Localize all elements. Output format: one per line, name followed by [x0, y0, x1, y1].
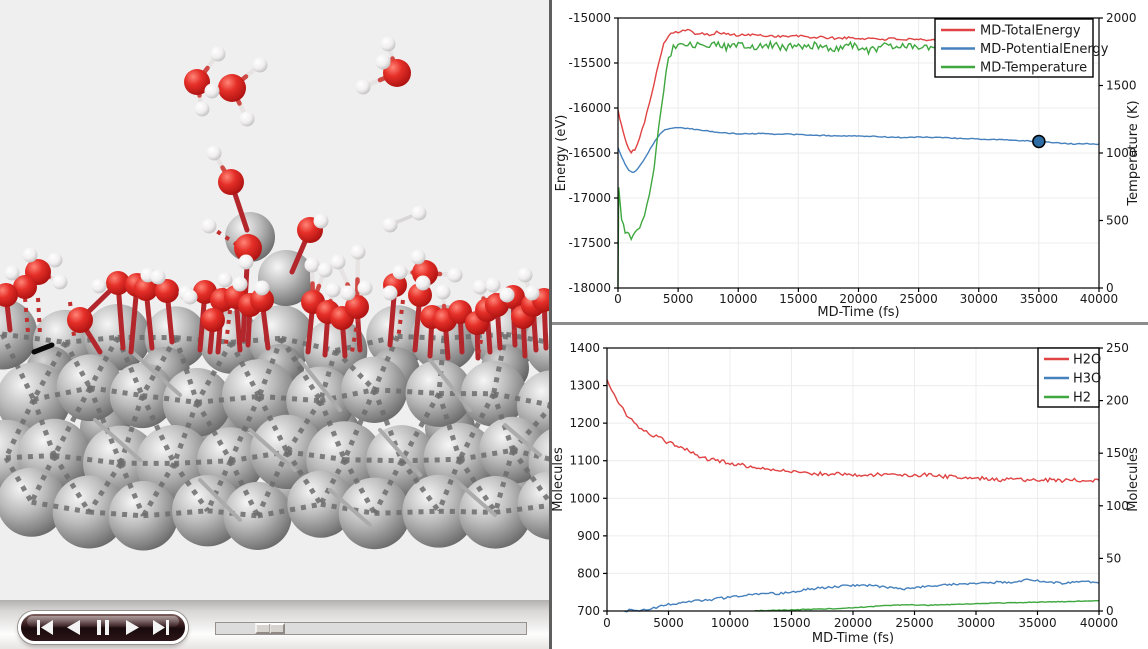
- series-MD-Temperature: [617, 39, 941, 287]
- svg-text:40000: 40000: [1080, 292, 1118, 306]
- svg-text:1000: 1000: [569, 491, 600, 505]
- svg-text:1300: 1300: [569, 379, 600, 393]
- svg-text:2000: 2000: [1106, 11, 1137, 25]
- playback-bar: [0, 600, 551, 649]
- svg-text:1400: 1400: [569, 341, 600, 355]
- svg-text:-17500: -17500: [568, 236, 611, 250]
- svg-text:150: 150: [1106, 446, 1129, 460]
- svg-text:-15000: -15000: [568, 11, 611, 25]
- svg-text:15000: 15000: [772, 616, 810, 630]
- x-axis-label: MD-Time (fs): [817, 305, 899, 320]
- frame-slider[interactable]: [215, 622, 527, 635]
- x-axis-label: MD-Time (fs): [812, 631, 894, 646]
- molecule-viewer-panel: [0, 0, 551, 649]
- energy-temperature-chart[interactable]: 0 5000 10000 15000 20000 25000 30000 35000 40000…: [552, 0, 1148, 322]
- svg-text:0: 0: [603, 616, 611, 630]
- series-MD-PotentialEnergy: [617, 126, 1100, 174]
- svg-text:1500: 1500: [1106, 79, 1137, 93]
- svg-text:-15500: -15500: [568, 56, 611, 70]
- svg-text:25000: 25000: [895, 616, 933, 630]
- y-axis-label-left: Molecules: [552, 447, 566, 512]
- svg-text:35000: 35000: [1018, 616, 1056, 630]
- svg-text:15000: 15000: [779, 292, 817, 306]
- svg-text:10000: 10000: [719, 292, 757, 306]
- svg-text:500: 500: [1106, 214, 1129, 228]
- svg-text:25000: 25000: [900, 292, 938, 306]
- legend-label: H2O: [1073, 353, 1101, 368]
- svg-text:-18000: -18000: [568, 281, 611, 295]
- playback-controls: [18, 611, 188, 644]
- play-button[interactable]: [122, 620, 142, 636]
- svg-text:100: 100: [1106, 499, 1129, 513]
- svg-text:20000: 20000: [839, 292, 877, 306]
- svg-text:5000: 5000: [653, 616, 684, 630]
- svg-text:-16500: -16500: [568, 146, 611, 160]
- molecule-viewer[interactable]: [0, 0, 551, 600]
- skip-start-icon: [37, 620, 53, 635]
- svg-text:5000: 5000: [663, 292, 694, 306]
- panel-divider: [549, 0, 552, 649]
- svg-text:800: 800: [577, 566, 600, 580]
- svg-text:0: 0: [1106, 281, 1114, 295]
- charts-panel: 0 5000 10000 15000 20000 25000 30000 35000 40000…: [552, 0, 1148, 649]
- step-back-button[interactable]: [64, 620, 84, 636]
- skip-to-start-button[interactable]: [35, 620, 55, 636]
- series-H3O: [623, 578, 1100, 613]
- skip-to-end-button[interactable]: [151, 620, 171, 636]
- svg-text:900: 900: [577, 529, 600, 543]
- legend-label: H2: [1073, 391, 1091, 406]
- svg-text:1200: 1200: [569, 416, 600, 430]
- svg-text:20000: 20000: [834, 616, 872, 630]
- pause-button[interactable]: [93, 620, 113, 636]
- triangle-right-icon: [126, 620, 139, 635]
- chart-separator: [552, 322, 1148, 325]
- svg-text:1000: 1000: [1106, 146, 1137, 160]
- svg-text:30000: 30000: [960, 292, 998, 306]
- svg-text:10000: 10000: [711, 616, 749, 630]
- svg-text:-17000: -17000: [568, 191, 611, 205]
- skip-end-icon: [153, 620, 169, 635]
- svg-text:30000: 30000: [957, 616, 995, 630]
- svg-text:35000: 35000: [1020, 292, 1058, 306]
- svg-text:-16000: -16000: [568, 101, 611, 115]
- svg-text:250: 250: [1106, 341, 1129, 355]
- svg-text:0: 0: [1106, 604, 1114, 618]
- svg-text:0: 0: [614, 292, 622, 306]
- series-H2: [754, 600, 1099, 612]
- series-H2O: [606, 379, 1100, 484]
- y-axis-label-right: Temperature (K): [1126, 100, 1141, 206]
- selected-point-marker[interactable]: [1032, 134, 1046, 149]
- svg-text:40000: 40000: [1080, 616, 1118, 630]
- svg-text:200: 200: [1106, 394, 1129, 408]
- series-MD-TotalEnergy: [617, 28, 941, 155]
- svg-text:700: 700: [577, 604, 600, 618]
- pause-icon: [97, 620, 109, 635]
- y-axis-label-left: Energy (eV): [554, 115, 569, 192]
- svg-text:1100: 1100: [569, 454, 600, 468]
- triangle-left-icon: [67, 620, 80, 635]
- y-axis-label-right: Molecules: [1126, 447, 1141, 512]
- legend-label: MD-PotentialEnergy: [980, 42, 1109, 57]
- frame-slider-handle[interactable]: [255, 623, 285, 634]
- molecule-count-chart[interactable]: 0 5000 10000 15000 20000 25000 30000 35000 40000…: [552, 325, 1148, 649]
- legend-label: MD-Temperature: [980, 61, 1087, 76]
- svg-text:50: 50: [1106, 551, 1121, 565]
- legend-label: H3O: [1073, 372, 1101, 387]
- legend-label: MD-TotalEnergy: [980, 24, 1081, 39]
